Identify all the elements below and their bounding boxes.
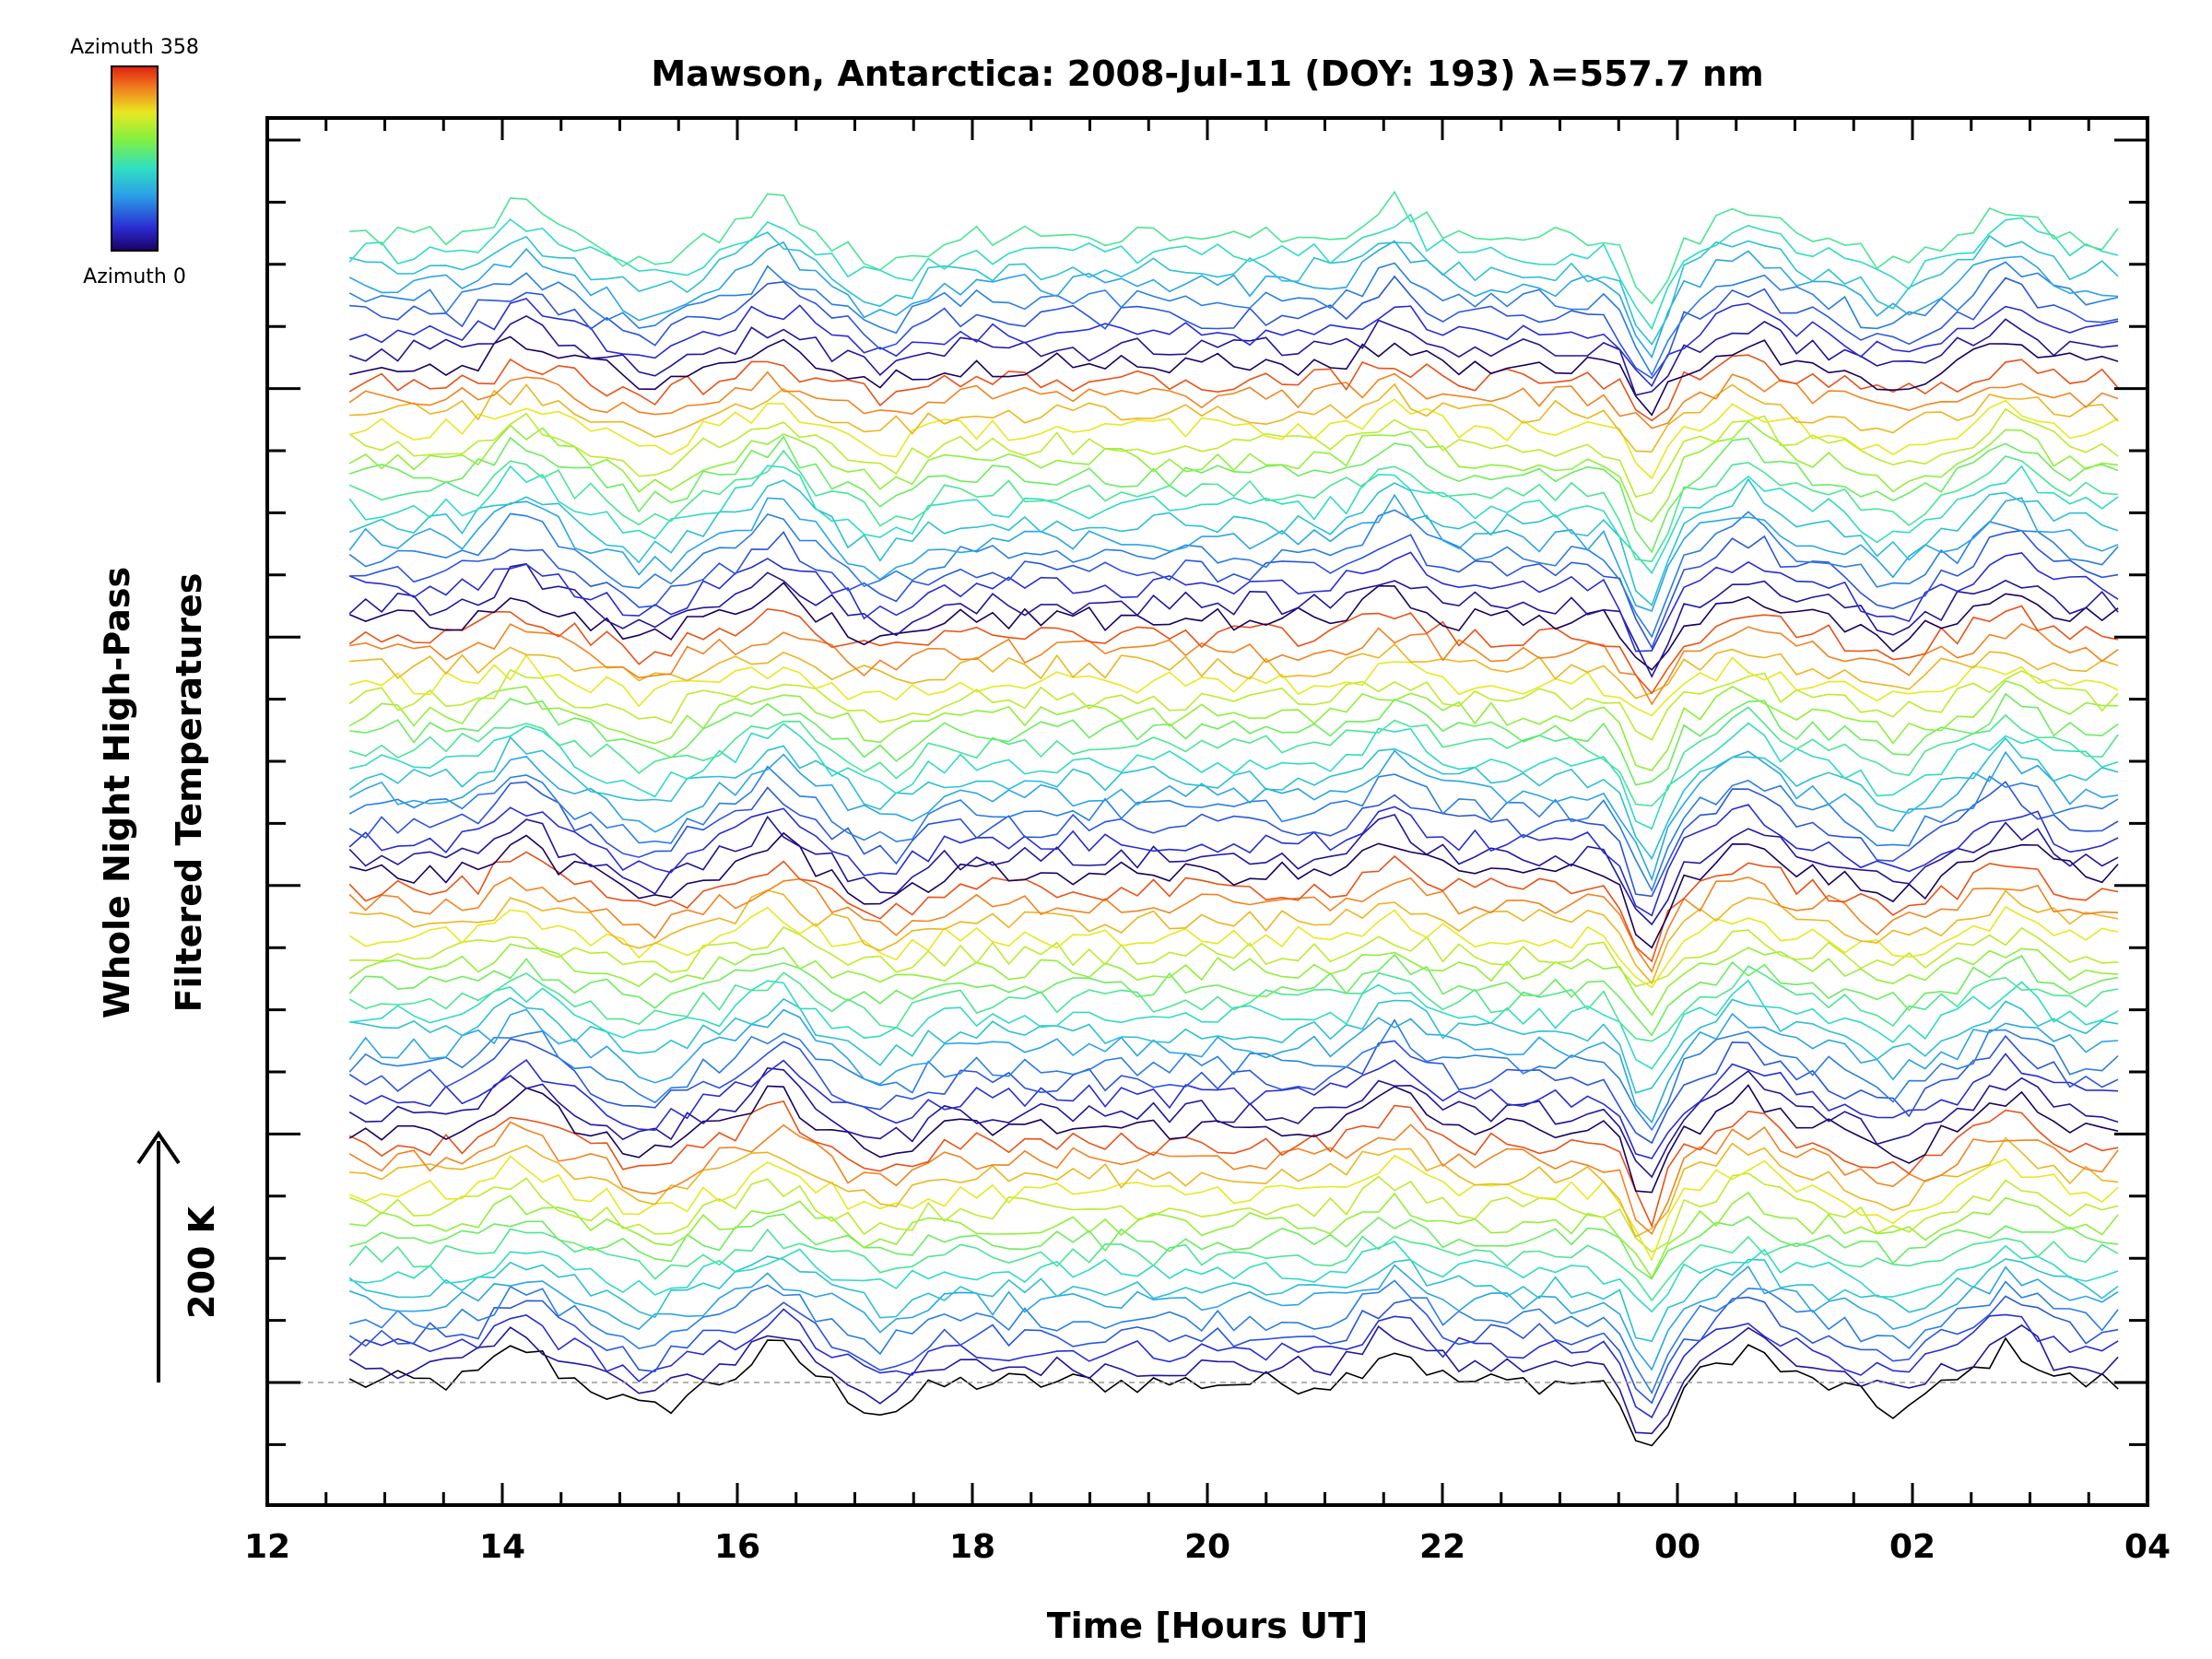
x-tick-label: 14 — [479, 1528, 525, 1566]
series-trace — [348, 477, 2119, 606]
series-trace — [348, 1034, 2119, 1145]
series-trace — [348, 398, 2119, 480]
x-tick-label: 20 — [1184, 1528, 1230, 1566]
series-trace — [349, 888, 2119, 985]
series-trace — [348, 749, 2119, 882]
series-trace — [349, 996, 2119, 1094]
series-trace — [348, 965, 2119, 1042]
y-axis-label-line1: Whole Night High-Pass — [97, 567, 137, 1018]
series-trace — [349, 1136, 2119, 1238]
series-trace — [348, 493, 2119, 613]
series-trace — [348, 804, 2119, 917]
series-trace — [349, 926, 2119, 988]
series-trace — [348, 905, 2119, 989]
series-trace — [348, 1172, 2119, 1253]
x-tick-label: 16 — [714, 1528, 760, 1566]
colorbar-top-label: Azimuth 358 — [70, 36, 199, 59]
series-trace — [348, 509, 2119, 639]
series-trace — [348, 261, 2119, 377]
chart-title: Mawson, Antarctica: 2008-Jul-11 (DOY: 19… — [651, 53, 1763, 94]
series-trace — [349, 623, 2119, 706]
series-trace — [348, 1295, 2119, 1405]
series-trace — [348, 1100, 2119, 1229]
series-trace — [348, 813, 2119, 926]
series-trace — [349, 529, 2119, 650]
series-trace — [348, 735, 2119, 861]
series-trace — [348, 231, 2119, 346]
series-trace — [348, 1018, 2119, 1132]
series-trace — [348, 240, 2119, 359]
series-trace — [349, 1213, 2119, 1280]
series-trace — [348, 1084, 2119, 1194]
series-trace — [348, 953, 2119, 1037]
y-axis-label-line2: Filtered Temperatures — [169, 573, 209, 1013]
series-trace — [348, 706, 2119, 807]
series-trace — [348, 668, 2119, 741]
colorbar: Azimuth 358 Azimuth 0 — [70, 36, 199, 288]
series-trace — [348, 449, 2119, 563]
series-trace — [348, 1154, 2119, 1262]
series-trace — [348, 582, 2119, 671]
series-trace — [348, 765, 2119, 893]
x-tick-labels: 12 14 16 18 20 22 00 02 04 — [244, 1528, 2171, 1566]
series-trace — [348, 1255, 2119, 1343]
x-tick-label: 02 — [1889, 1528, 1936, 1566]
x-tick-label: 00 — [1654, 1528, 1700, 1566]
series-trace — [348, 679, 2119, 771]
series-trace — [348, 605, 2119, 695]
series-trace — [348, 420, 2119, 524]
series-trace — [348, 1308, 2119, 1418]
series-trace — [348, 298, 2119, 388]
series-trace — [349, 190, 2119, 305]
x-tick-label: 04 — [2124, 1528, 2171, 1566]
series-trace — [349, 275, 2119, 380]
series-traces — [348, 190, 2119, 1447]
series-trace — [348, 1228, 2119, 1302]
series-trace — [348, 562, 2119, 678]
series-trace — [348, 213, 2119, 331]
series-trace — [348, 435, 2119, 554]
x-axis-label: Time [Hours UT] — [1047, 1606, 1369, 1646]
series-trace — [349, 979, 2119, 1070]
series-trace — [348, 551, 2119, 653]
series-trace — [349, 1191, 2119, 1279]
series-trace — [349, 642, 2119, 700]
series-trace — [348, 781, 2119, 898]
series-trace — [348, 1066, 2119, 1179]
scale-arrow — [136, 1130, 181, 1382]
colorbar-bottom-label: Azimuth 0 — [83, 265, 186, 288]
series-trace — [349, 831, 2119, 949]
series-trace — [348, 653, 2119, 717]
series-trace — [348, 1324, 2119, 1435]
series-trace — [348, 371, 2119, 429]
series-trace — [348, 465, 2119, 575]
axis-ticks — [265, 118, 2149, 1505]
x-tick-label: 18 — [949, 1528, 995, 1566]
series-trace — [348, 1053, 2119, 1159]
series-trace — [348, 1264, 2119, 1371]
x-tick-label: 22 — [1419, 1528, 1465, 1566]
series-trace — [348, 876, 2119, 973]
series-trace — [348, 943, 2119, 1017]
series-trace — [348, 314, 2119, 396]
scale-label: 200 K — [182, 1205, 222, 1319]
series-trace — [348, 354, 2119, 422]
series-trace — [348, 851, 2119, 963]
x-tick-label: 12 — [244, 1528, 290, 1566]
series-trace — [348, 1336, 2119, 1447]
colorbar-gradient — [111, 65, 159, 252]
series-trace — [349, 692, 2119, 786]
series-trace — [349, 382, 2119, 453]
series-trace — [348, 1121, 2119, 1235]
series-trace — [349, 335, 2119, 417]
series-trace — [348, 407, 2119, 498]
series-trace — [349, 1241, 2119, 1313]
series-trace — [348, 1279, 2119, 1395]
series-trace — [348, 1008, 2119, 1124]
series-trace — [349, 722, 2119, 830]
